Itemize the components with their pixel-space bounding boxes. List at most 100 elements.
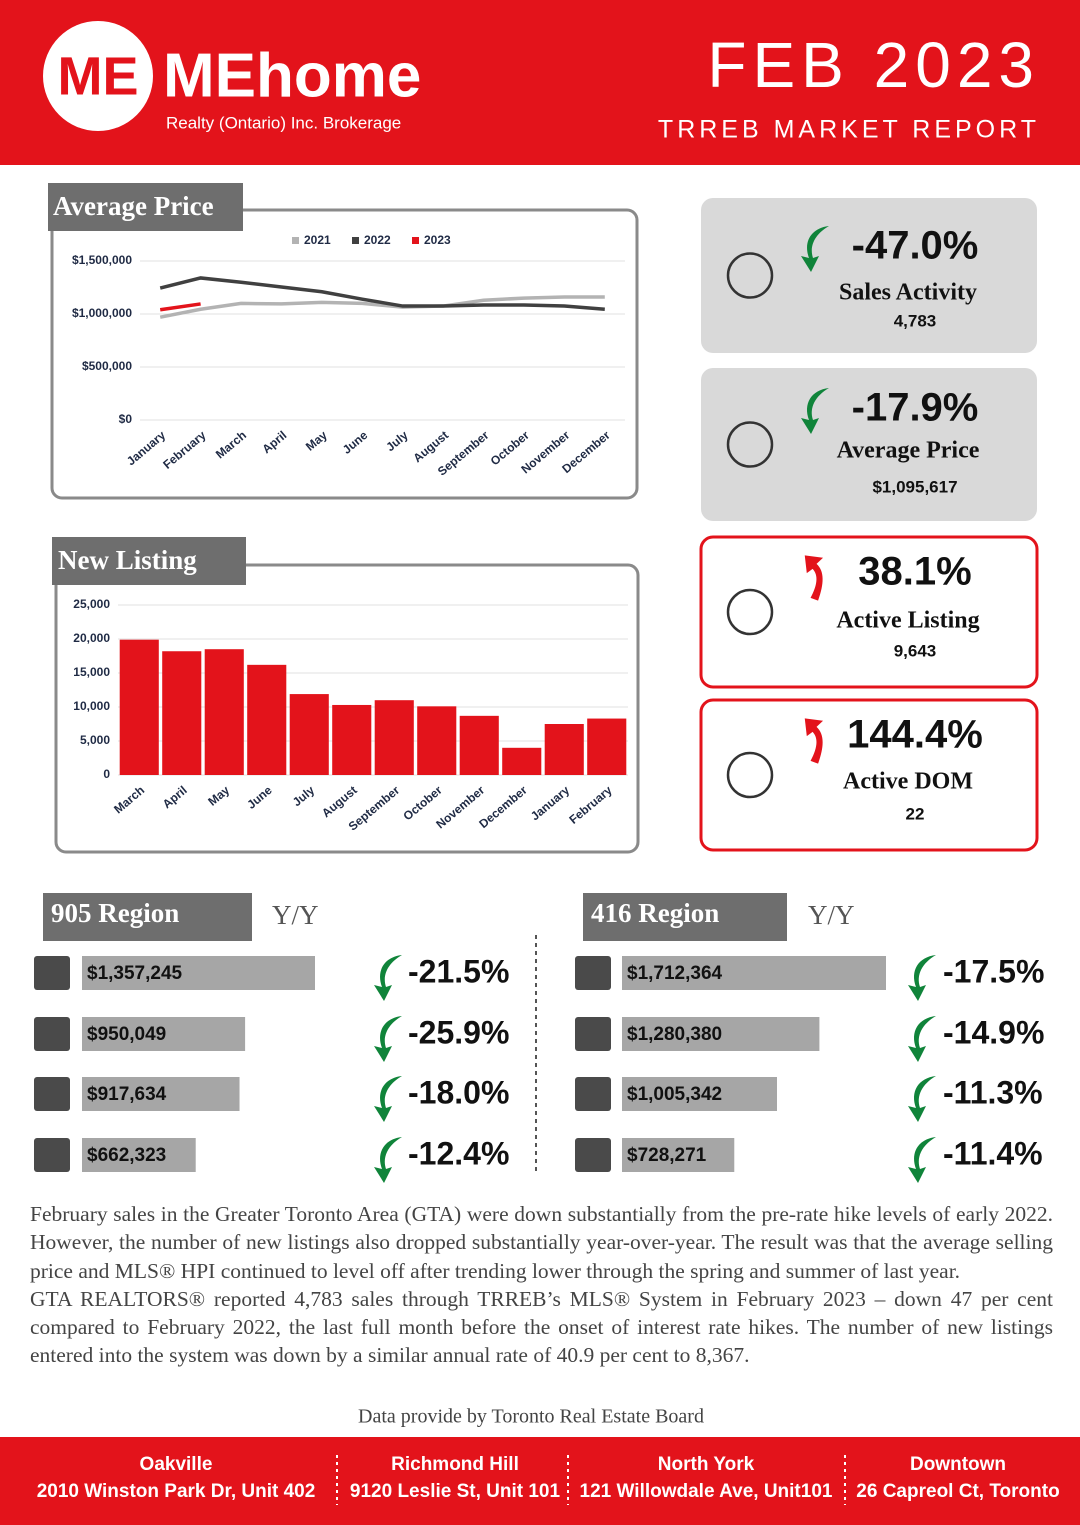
yy-label: Y/Y — [808, 900, 855, 930]
price: $728,271 — [627, 1145, 707, 1166]
office-name: Oakville — [140, 1454, 213, 1475]
stat-value: 4,783 — [894, 311, 937, 330]
trend-arrow — [908, 1137, 936, 1183]
legend-label: 2022 — [364, 233, 391, 247]
stat-change: -47.0% — [852, 224, 979, 268]
bar — [374, 700, 414, 775]
stat-title: Active Listing — [836, 608, 979, 634]
price: $662,323 — [87, 1145, 166, 1166]
y-tick-label: 20,000 — [73, 631, 110, 645]
legend-swatch — [292, 237, 299, 244]
home-icon — [34, 1077, 70, 1111]
home-icon — [575, 1138, 611, 1172]
bar — [587, 718, 627, 775]
stat-title: Active DOM — [843, 769, 973, 795]
change: -11.3% — [943, 1074, 1043, 1110]
stat-change: 144.4% — [847, 713, 983, 757]
price-bar — [622, 1138, 735, 1172]
series-line — [159, 302, 201, 312]
body-text: February sales in the Greater Toronto Ar… — [30, 1200, 1053, 1370]
trend-arrow — [374, 1137, 402, 1183]
panel-tab — [48, 183, 243, 231]
stat-value: $1,095,617 — [872, 477, 957, 496]
legend-label: 2023 — [424, 233, 451, 247]
series-line — [159, 295, 605, 319]
office-name: North York — [658, 1454, 755, 1475]
change: -12.4% — [408, 1135, 509, 1171]
price-bar — [82, 956, 315, 990]
stat-title: Sales Activity — [839, 280, 977, 306]
bar — [502, 747, 542, 775]
home-icon — [575, 956, 611, 990]
footer-dividers — [336, 1455, 846, 1505]
trend-arrow — [374, 1016, 402, 1062]
bar — [162, 651, 202, 775]
price: $917,634 — [87, 1084, 167, 1105]
bar — [204, 649, 244, 775]
home-icon — [34, 1017, 70, 1051]
price: $1,280,380 — [627, 1024, 722, 1045]
legend-swatch — [412, 237, 419, 244]
chart-title: New Listing — [58, 545, 197, 575]
price-bar — [82, 1017, 246, 1051]
stat-card — [699, 535, 1039, 689]
price-bar — [622, 1017, 820, 1051]
logo-circle — [43, 21, 153, 131]
change: -18.0% — [408, 1074, 509, 1110]
bar — [332, 704, 372, 775]
home-icon — [575, 1017, 611, 1051]
logo-mark: ME — [58, 46, 139, 106]
y-tick-label: $1,000,000 — [72, 306, 132, 320]
change: -11.4% — [943, 1135, 1043, 1171]
stat-icon — [726, 421, 774, 468]
trend-arrow — [374, 1076, 402, 1122]
stat-change: 38.1% — [858, 550, 971, 594]
y-tick-label: 0 — [103, 767, 110, 781]
stat-change: -17.9% — [852, 386, 979, 430]
price-bar — [622, 1077, 777, 1111]
home-icon — [34, 956, 70, 990]
price-bar — [82, 1138, 196, 1172]
y-tick-label: 5,000 — [80, 733, 110, 747]
change: -17.5% — [943, 953, 1044, 989]
price: $1,357,245 — [87, 963, 183, 984]
office-name: Downtown — [910, 1454, 1006, 1475]
office-address: 121 Willowdale Ave, Unit101 — [580, 1481, 833, 1502]
panel-tab — [52, 537, 246, 585]
price: $1,712,364 — [627, 963, 723, 984]
bar — [119, 639, 159, 775]
report-title: TRREB MARKET REPORT — [658, 116, 1040, 144]
price-bar — [622, 956, 886, 990]
bar — [417, 706, 457, 775]
chart-title: Average Price — [53, 191, 214, 221]
stat-value: 9,643 — [894, 641, 937, 660]
bar — [247, 664, 287, 775]
y-tick-label: 10,000 — [73, 699, 110, 713]
report-date: FEB 2023 — [707, 29, 1040, 101]
stat-card — [701, 368, 1037, 521]
change: -14.9% — [943, 1014, 1044, 1050]
panel — [50, 208, 639, 500]
bar — [459, 715, 499, 775]
stat-icon — [726, 751, 774, 799]
yy-label: Y/Y — [272, 900, 319, 930]
region-title: 416 Region — [591, 898, 719, 928]
trend-arrow — [908, 1016, 936, 1062]
source: Data provide by Toronto Real Estate Boar… — [358, 1406, 704, 1428]
stat-icon — [726, 252, 774, 299]
paragraph: February sales in the Greater Toronto Ar… — [30, 1202, 1053, 1283]
stat-value: 22 — [906, 804, 925, 823]
office-address: 2010 Winston Park Dr, Unit 402 — [37, 1481, 316, 1502]
region-tab — [583, 893, 787, 941]
y-tick-label: 15,000 — [73, 665, 110, 679]
change: -21.5% — [408, 953, 509, 989]
office-address: 9120 Leslie St, Unit 101 — [350, 1481, 561, 1502]
header-band — [0, 0, 1080, 165]
legend-swatch — [352, 237, 359, 244]
office-address: 26 Capreol Ct, Toronto — [856, 1481, 1059, 1502]
stat-icon — [726, 588, 774, 636]
stat-card — [699, 698, 1039, 852]
stat-card — [701, 198, 1037, 353]
brand: MEhome — [163, 41, 421, 110]
